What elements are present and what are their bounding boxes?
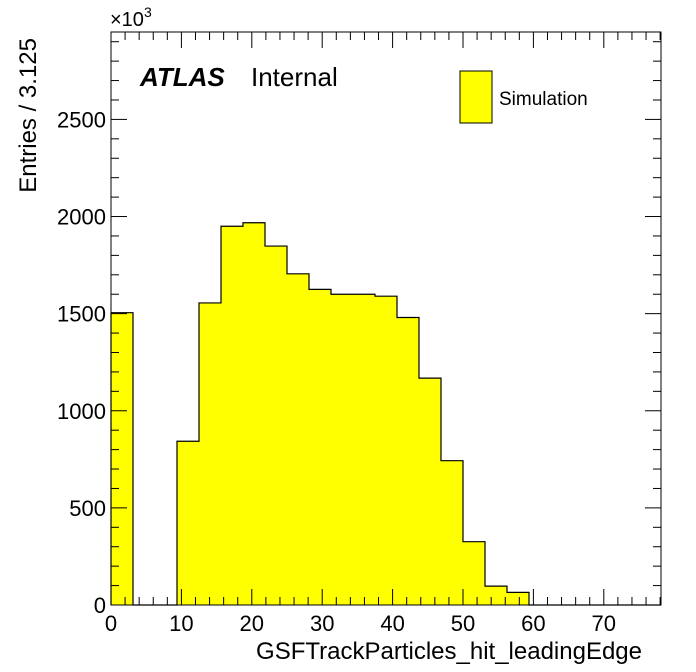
x-tick-label: 50 xyxy=(451,611,475,636)
histogram-bar xyxy=(485,586,507,605)
y-axis-title: Entries / 3.125 xyxy=(15,38,42,193)
histogram-bar xyxy=(507,592,529,605)
legend-entry-simulation: Simulation xyxy=(499,89,588,110)
plot-frame xyxy=(110,31,662,606)
atlas-label: ATLAS xyxy=(139,62,225,92)
y-tick-label: 2000 xyxy=(57,205,106,230)
histogram-bar xyxy=(397,317,419,605)
legend: Simulation xyxy=(459,70,588,124)
histogram-bar xyxy=(441,460,463,605)
histogram-bar xyxy=(375,296,397,605)
histogram-bar xyxy=(177,441,199,605)
histogram-bar xyxy=(287,273,309,605)
histogram-bar xyxy=(419,378,441,605)
axis-tick-labels: 0 10 20 30 40 50 60 70 0 500 1000 1500 2000 2500 xyxy=(57,107,616,636)
y-tick-label: 1500 xyxy=(57,302,106,327)
y-tick-label: 1000 xyxy=(57,399,106,424)
histogram-bar xyxy=(463,541,485,605)
x-tick-label: 30 xyxy=(310,611,334,636)
y-tick-label: 2500 xyxy=(57,107,106,132)
atlas-sublabel: Internal xyxy=(251,62,338,92)
axis-ticks xyxy=(110,32,661,606)
y-axis-multiplier-base: ×10 xyxy=(110,9,144,31)
histogram-bar xyxy=(243,222,265,605)
histogram-bar xyxy=(111,312,133,605)
histogram-bar xyxy=(353,294,375,605)
legend-swatch xyxy=(459,70,493,124)
x-axis-title: GSFTrackParticles_hit_leadingEdge xyxy=(256,638,642,665)
histogram-bar xyxy=(331,294,353,605)
x-tick-label: 60 xyxy=(521,611,545,636)
x-tick-label: 20 xyxy=(240,611,264,636)
x-tick-label: 0 xyxy=(105,611,117,636)
x-tick-label: 10 xyxy=(169,611,193,636)
x-tick-label: 40 xyxy=(380,611,404,636)
y-tick-label: 500 xyxy=(69,496,106,521)
y-tick-label: 0 xyxy=(94,593,106,618)
histogram-bar xyxy=(221,226,243,605)
histogram-bar xyxy=(199,302,221,605)
x-tick-label: 70 xyxy=(592,611,616,636)
histogram-bar xyxy=(265,246,287,605)
histogram-bars xyxy=(110,222,661,606)
y-axis-multiplier: ×103 xyxy=(110,4,152,31)
histogram-bar xyxy=(309,289,331,605)
y-axis-multiplier-exponent: 3 xyxy=(144,4,152,20)
histogram-outline xyxy=(110,222,661,606)
